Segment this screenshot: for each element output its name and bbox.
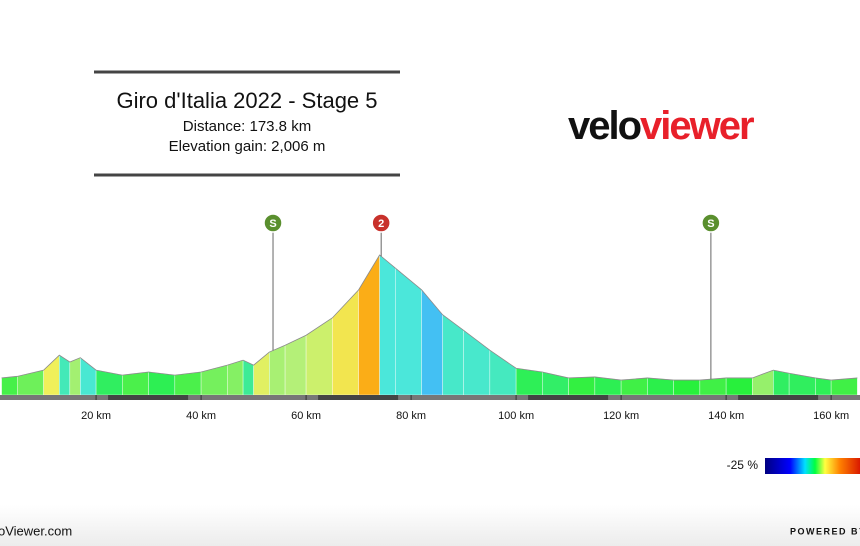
footer-link[interactable]: oViewer.com xyxy=(0,523,72,538)
gradient-segment xyxy=(284,334,307,396)
gradient-segment xyxy=(69,357,81,396)
legend-scale xyxy=(765,458,860,474)
gradient-segment xyxy=(673,379,701,396)
baseline-band xyxy=(108,395,189,400)
gradient-segment xyxy=(379,254,396,396)
profile-outline xyxy=(1,254,858,381)
gradient-segment xyxy=(305,317,333,396)
logo-part: velo xyxy=(568,104,641,148)
logo: veloviewer xyxy=(568,104,754,148)
x-tick-label: 20 km xyxy=(81,410,111,422)
x-tick-label: 100 km xyxy=(498,410,534,422)
gradient-segment xyxy=(148,371,176,396)
gradient-segment xyxy=(1,376,18,396)
gradient-segment xyxy=(815,377,832,396)
gradient-segment xyxy=(568,376,596,396)
gradient-segment xyxy=(80,357,97,396)
footer-powered: POWERED BY xyxy=(790,526,860,536)
gradient-segment xyxy=(830,377,858,396)
gradient-segment xyxy=(358,254,380,396)
x-tick-label: 140 km xyxy=(708,410,744,422)
x-tick-label: 40 km xyxy=(186,410,216,422)
gradient-segment xyxy=(227,359,244,396)
gradient-segment xyxy=(542,371,569,396)
gradient-segment xyxy=(788,372,816,396)
footer-bg xyxy=(0,505,860,546)
baseline-band xyxy=(318,395,399,400)
marker xyxy=(701,213,721,233)
baseline-band xyxy=(738,395,819,400)
gradient-segment xyxy=(174,371,202,396)
gradient-segment xyxy=(647,377,674,396)
elevation-gain: Elevation gain: 2,006 m xyxy=(169,138,326,155)
marker xyxy=(371,213,391,233)
gradient-segment xyxy=(200,364,228,396)
gradient-segment xyxy=(725,377,753,396)
gradient-segment xyxy=(442,314,464,396)
x-tick-label: 80 km xyxy=(396,410,426,422)
gradient-segment xyxy=(489,349,517,396)
marker-label: S xyxy=(707,218,714,230)
x-tick-label: 60 km xyxy=(291,410,321,422)
gradient-segment xyxy=(269,344,286,396)
gradient-segment xyxy=(122,371,149,396)
title: Giro d'Italia 2022 - Stage 5 xyxy=(116,88,377,113)
gradient-segment xyxy=(421,289,443,396)
x-tick-label: 160 km xyxy=(813,410,849,422)
gradient-segment xyxy=(515,368,543,396)
marker-label: S xyxy=(269,218,276,230)
baseline-band xyxy=(528,395,609,400)
gradient-segment xyxy=(773,369,790,396)
gradient-segment xyxy=(699,377,727,396)
gradient-segment xyxy=(95,369,123,396)
gradient-segment xyxy=(242,359,254,396)
marker-label: 2 xyxy=(378,218,384,230)
gradient-segment xyxy=(395,267,422,396)
gradient-segment xyxy=(620,377,648,396)
legend-label: -25 % xyxy=(727,458,759,472)
distance: Distance: 173.8 km xyxy=(183,118,311,135)
gradient-segment xyxy=(332,289,359,396)
logo-part: viewer xyxy=(640,104,754,148)
baseline xyxy=(0,395,860,400)
x-tick-label: 120 km xyxy=(603,410,639,422)
profile: 20 km 40 km 60 km 80 km 100 km 120 km 140 km 16… xyxy=(0,213,860,422)
gradient-segment xyxy=(43,354,60,396)
gradient-segment xyxy=(17,369,44,396)
marker xyxy=(263,213,283,233)
